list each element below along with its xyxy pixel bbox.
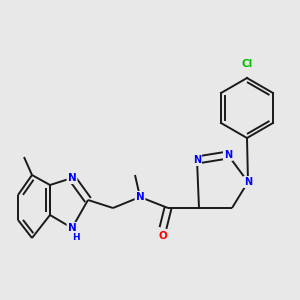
Text: O: O bbox=[159, 231, 167, 241]
Text: N: N bbox=[244, 177, 252, 187]
Text: N: N bbox=[193, 155, 201, 165]
Text: H: H bbox=[72, 233, 80, 242]
Text: N: N bbox=[224, 150, 232, 160]
Text: Cl: Cl bbox=[242, 59, 253, 69]
Text: N: N bbox=[68, 173, 76, 183]
Text: N: N bbox=[68, 223, 76, 233]
Text: N: N bbox=[136, 192, 144, 202]
